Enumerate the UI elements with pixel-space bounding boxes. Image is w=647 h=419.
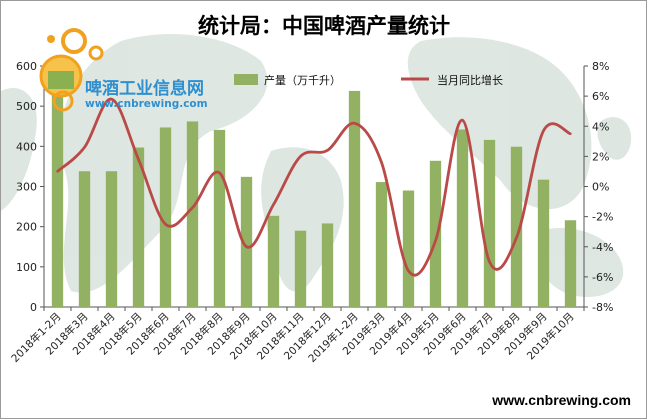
bar xyxy=(159,127,172,307)
right-tick-label: -8% xyxy=(592,301,613,314)
logo-site-name: 啤酒工业信息网 xyxy=(85,78,204,99)
right-tick-label: 0% xyxy=(592,181,609,194)
logo-ring-bottom xyxy=(52,90,74,112)
legend: 产量（万千升） 当月同比增长 xyxy=(234,73,503,87)
bar xyxy=(321,223,334,307)
bar xyxy=(375,182,388,307)
line-point xyxy=(191,206,194,209)
line-point xyxy=(488,260,491,264)
logo-ring-orange xyxy=(61,28,87,54)
line-point xyxy=(272,203,275,206)
logo-site-url: www.cnbrewing.com xyxy=(85,98,208,110)
legend-line-label: 当月同比增长 xyxy=(437,73,503,87)
line-point xyxy=(407,269,410,273)
bar xyxy=(429,160,442,307)
line-point xyxy=(56,170,59,173)
logo-beer-glass xyxy=(48,71,74,89)
line-point xyxy=(164,222,167,226)
legend-bar-label: 产量（万千升） xyxy=(264,73,341,87)
right-tick-label: 4% xyxy=(592,120,609,133)
bar xyxy=(240,176,253,307)
bar xyxy=(51,84,64,307)
line-point xyxy=(245,245,248,248)
bar xyxy=(564,220,577,307)
brand-logo: 啤酒工业信息网 www.cnbrewing.com xyxy=(39,28,208,112)
logo-ring-small xyxy=(88,45,104,61)
line-point xyxy=(110,97,113,101)
bar xyxy=(186,121,199,308)
line-point xyxy=(380,161,383,164)
left-tick-label: 200 xyxy=(16,221,37,234)
left-tick-label: 600 xyxy=(16,60,37,73)
bar xyxy=(78,171,91,307)
line-point xyxy=(326,149,329,152)
line-point xyxy=(461,119,464,122)
right-tick-label: 2% xyxy=(592,150,609,163)
line-point xyxy=(515,236,518,239)
line-point xyxy=(434,239,437,242)
line-point xyxy=(542,129,545,132)
left-tick-label: 100 xyxy=(16,261,37,274)
bar xyxy=(213,129,226,307)
right-tick-label: -2% xyxy=(592,211,613,224)
right-tick-label: -6% xyxy=(592,271,613,284)
bar xyxy=(402,190,415,307)
bar xyxy=(132,147,145,307)
left-tick-label: 500 xyxy=(16,100,37,113)
chart-title: 统计局：中国啤酒产量统计 xyxy=(198,14,450,38)
right-tick-label: 8% xyxy=(592,60,609,73)
right-tick-label: 6% xyxy=(592,90,609,103)
line-point xyxy=(137,158,140,161)
legend-bar-swatch xyxy=(234,74,258,85)
footer-url: www.cnbrewing.com xyxy=(491,392,631,408)
bar xyxy=(267,215,280,307)
line-point xyxy=(299,155,302,158)
left-tick-label: 0 xyxy=(30,301,37,314)
left-tick-label: 400 xyxy=(16,140,37,153)
line-point xyxy=(353,122,356,125)
bar xyxy=(483,139,496,307)
bar-series xyxy=(51,84,577,308)
line-series xyxy=(56,97,572,277)
bar xyxy=(537,179,550,307)
right-tick-label: -4% xyxy=(592,241,613,254)
line-point xyxy=(569,132,572,135)
bar xyxy=(105,171,118,307)
logo-dot-orange xyxy=(47,35,55,43)
bar xyxy=(510,146,523,307)
bar xyxy=(294,230,307,307)
line-point xyxy=(83,146,86,149)
left-tick-label: 300 xyxy=(16,181,37,194)
bar xyxy=(348,90,361,307)
bar xyxy=(456,129,469,307)
x-tick-labels: 2018年1-2月2018年3月2018年4月2018年5月2018年6月201… xyxy=(9,310,577,365)
line-point xyxy=(218,171,221,175)
